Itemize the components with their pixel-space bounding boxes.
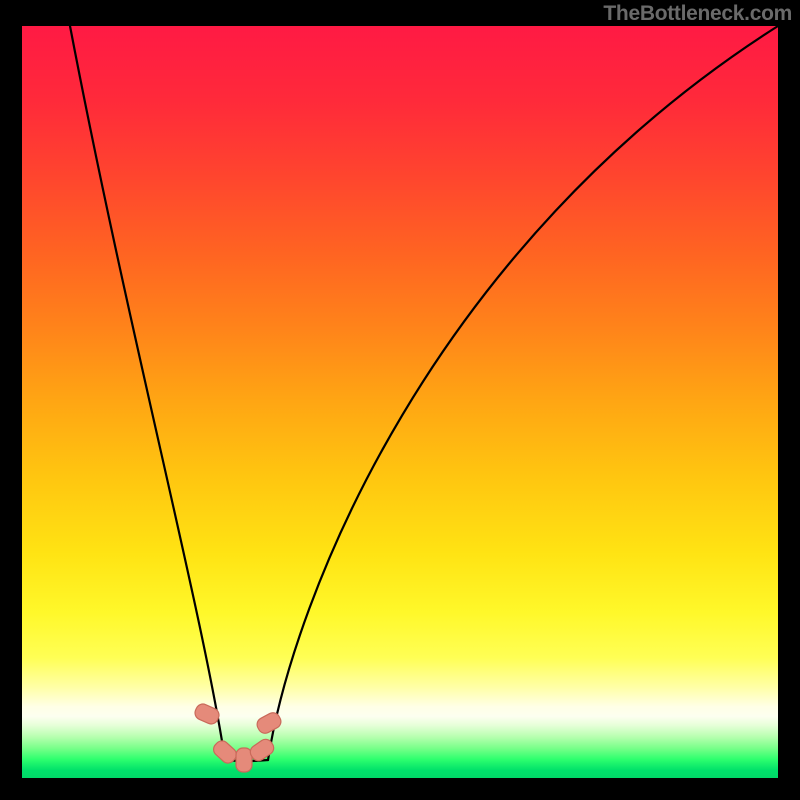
plot-background [22,26,778,778]
bottleneck-chart [0,0,800,800]
watermark-text: TheBottleneck.com [603,2,792,26]
marker-point [236,748,252,772]
chart-container: TheBottleneck.com [0,0,800,800]
